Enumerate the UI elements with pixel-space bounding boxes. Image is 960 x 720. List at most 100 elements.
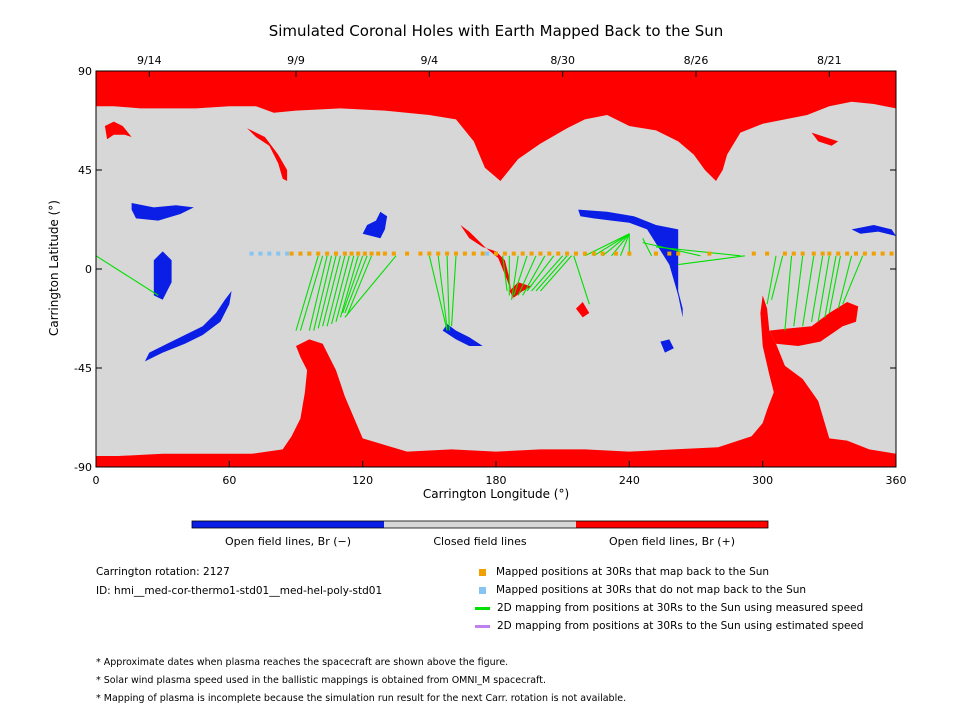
mapped-point-5 xyxy=(334,251,338,256)
mapped-point-0 xyxy=(289,251,294,256)
x-tick-label-2: 120 xyxy=(352,474,373,487)
date-tick-label-0: 9/14 xyxy=(137,54,162,67)
unmapped-point-4 xyxy=(285,251,290,256)
estimated-swatch xyxy=(475,624,490,628)
measured-mapping-line-40 xyxy=(766,255,777,305)
legend-estimated: 2D mapping from positions at 30Rs to the… xyxy=(475,620,864,632)
measured-mapping-line-6 xyxy=(322,255,341,327)
measured-mapping-line-49 xyxy=(837,255,853,309)
measured-mapping-line-50 xyxy=(842,255,864,305)
mapped-point-31 xyxy=(565,251,570,256)
mapped-point-39 xyxy=(667,251,672,256)
colorbar-label-1: Closed field lines xyxy=(433,535,527,548)
measured-mapping-line-18 xyxy=(451,255,457,327)
measured-mapping-line-38 xyxy=(642,242,701,257)
mapped-point-55 xyxy=(880,251,885,256)
measured-mapping-line-39 xyxy=(655,246,741,257)
open-positive-region-8 xyxy=(811,132,839,146)
measured-mapping-line-31 xyxy=(593,233,630,257)
plot-area xyxy=(95,71,896,467)
measured-mapping-line-10 xyxy=(339,255,359,318)
y-tick-label-1: 45 xyxy=(78,164,92,177)
colorbar-segment-0 xyxy=(192,521,384,528)
mapped-point-20 xyxy=(462,251,467,256)
unmapped-point-0 xyxy=(249,251,254,256)
mapped-point-19 xyxy=(454,251,458,256)
measured-mapping-line-26 xyxy=(531,255,564,292)
mapped-point-14 xyxy=(405,251,410,256)
measured-mapping-line-46 xyxy=(817,255,830,322)
mapped-point-47 xyxy=(811,251,816,256)
colorbar-segment-1 xyxy=(384,521,576,528)
mapped-point-27 xyxy=(529,251,534,256)
legend-mapped-label: Mapped positions at 30Rs that map back t… xyxy=(496,566,770,578)
x-tick-label-1: 60 xyxy=(222,474,236,487)
measured-mapping-line-15 xyxy=(428,255,448,331)
mapped-point-24 xyxy=(502,251,507,256)
mapped-point-35 xyxy=(600,251,605,256)
legend-measured: 2D mapping from positions at 30Rs to the… xyxy=(475,602,863,614)
mapped-point-29 xyxy=(547,251,552,256)
mapped-point-11 xyxy=(376,251,381,256)
mapped-point-6 xyxy=(342,251,347,256)
y-tick-label-0: 90 xyxy=(78,65,92,78)
measured-mapping-line-21 xyxy=(511,255,519,300)
mapped-point-51 xyxy=(845,251,850,256)
open-negative-region-5 xyxy=(578,209,683,318)
mapped-point-16 xyxy=(427,251,432,256)
mapped-point-41 xyxy=(707,251,712,256)
legend-unmapped-label: Mapped positions at 30Rs that do not map… xyxy=(496,584,807,596)
mapped-point-50 xyxy=(836,251,841,256)
unmapped-point-2 xyxy=(267,251,272,256)
mapped-point-33 xyxy=(582,251,587,256)
open-negative-region-2 xyxy=(144,291,232,362)
mapped-point-46 xyxy=(800,251,805,256)
colorbar-segment-2 xyxy=(576,521,768,528)
colorbar-frame xyxy=(191,520,769,529)
legend-estimated-label: 2D mapping from positions at 30Rs to the… xyxy=(497,620,864,632)
measured-mapping-line-5 xyxy=(317,255,337,329)
mapped-point-34 xyxy=(591,251,596,256)
measured-mapping-line-14 xyxy=(344,255,397,318)
measured-mapping-line-43 xyxy=(793,255,804,327)
measured-mapping-line-44 xyxy=(802,255,815,327)
mapped-point-10 xyxy=(369,251,374,256)
open-positive-region-1 xyxy=(96,295,896,467)
measured-mapping-line-28 xyxy=(540,255,572,292)
mapped-point-49 xyxy=(827,251,832,256)
x-axis-label: Carrington Longitude (°) xyxy=(423,487,569,501)
mapped-point-21 xyxy=(471,251,476,256)
mapped-point-43 xyxy=(765,251,770,256)
mapped-point-38 xyxy=(654,251,658,256)
measured-mapping-line-7 xyxy=(326,255,346,327)
measured-mapping-line-9 xyxy=(335,255,355,322)
date-tick-label-2: 9/4 xyxy=(420,54,438,67)
legend-unmapped: Mapped positions at 30Rs that do not map… xyxy=(479,584,806,596)
mapped-point-28 xyxy=(538,251,543,256)
y-axis-label: Carrington Latitude (°) xyxy=(47,200,61,336)
y-tick-label-2: 0 xyxy=(85,263,92,276)
mapped-point-7 xyxy=(349,251,354,256)
measured-mapping-line-17 xyxy=(446,255,450,331)
colorbar: Open field lines, Br (−) Closed field lin… xyxy=(191,520,769,548)
mapped-point-26 xyxy=(520,251,525,256)
x-tick-label-0: 0 xyxy=(93,474,100,487)
mapped-point-32 xyxy=(574,251,578,256)
mapped-point-9 xyxy=(362,251,367,256)
axes: 0 60 120 180 240 300 360 90 45 0 -45 -90 9/14 9/9 9/4 8… xyxy=(74,54,906,487)
measured-mapping-line-3 xyxy=(308,255,328,331)
mapped-point-53 xyxy=(862,251,867,256)
measured-mapping-line-0 xyxy=(95,255,159,296)
chart-title: Simulated Coronal Holes with Earth Mappe… xyxy=(269,22,724,40)
measured-mapping-line-23 xyxy=(517,255,537,296)
mapped-point-2 xyxy=(307,251,312,256)
measured-swatch xyxy=(475,606,490,610)
measured-mapping-line-48 xyxy=(828,255,841,314)
mapped-point-45 xyxy=(791,251,796,256)
x-tick-label-5: 300 xyxy=(752,474,773,487)
open-negative-region-0 xyxy=(131,203,194,221)
mapped-point-17 xyxy=(436,251,441,256)
mapped-point-56 xyxy=(889,251,894,256)
date-tick-label-1: 9/9 xyxy=(287,54,305,67)
open-negative-region-3 xyxy=(362,211,388,239)
